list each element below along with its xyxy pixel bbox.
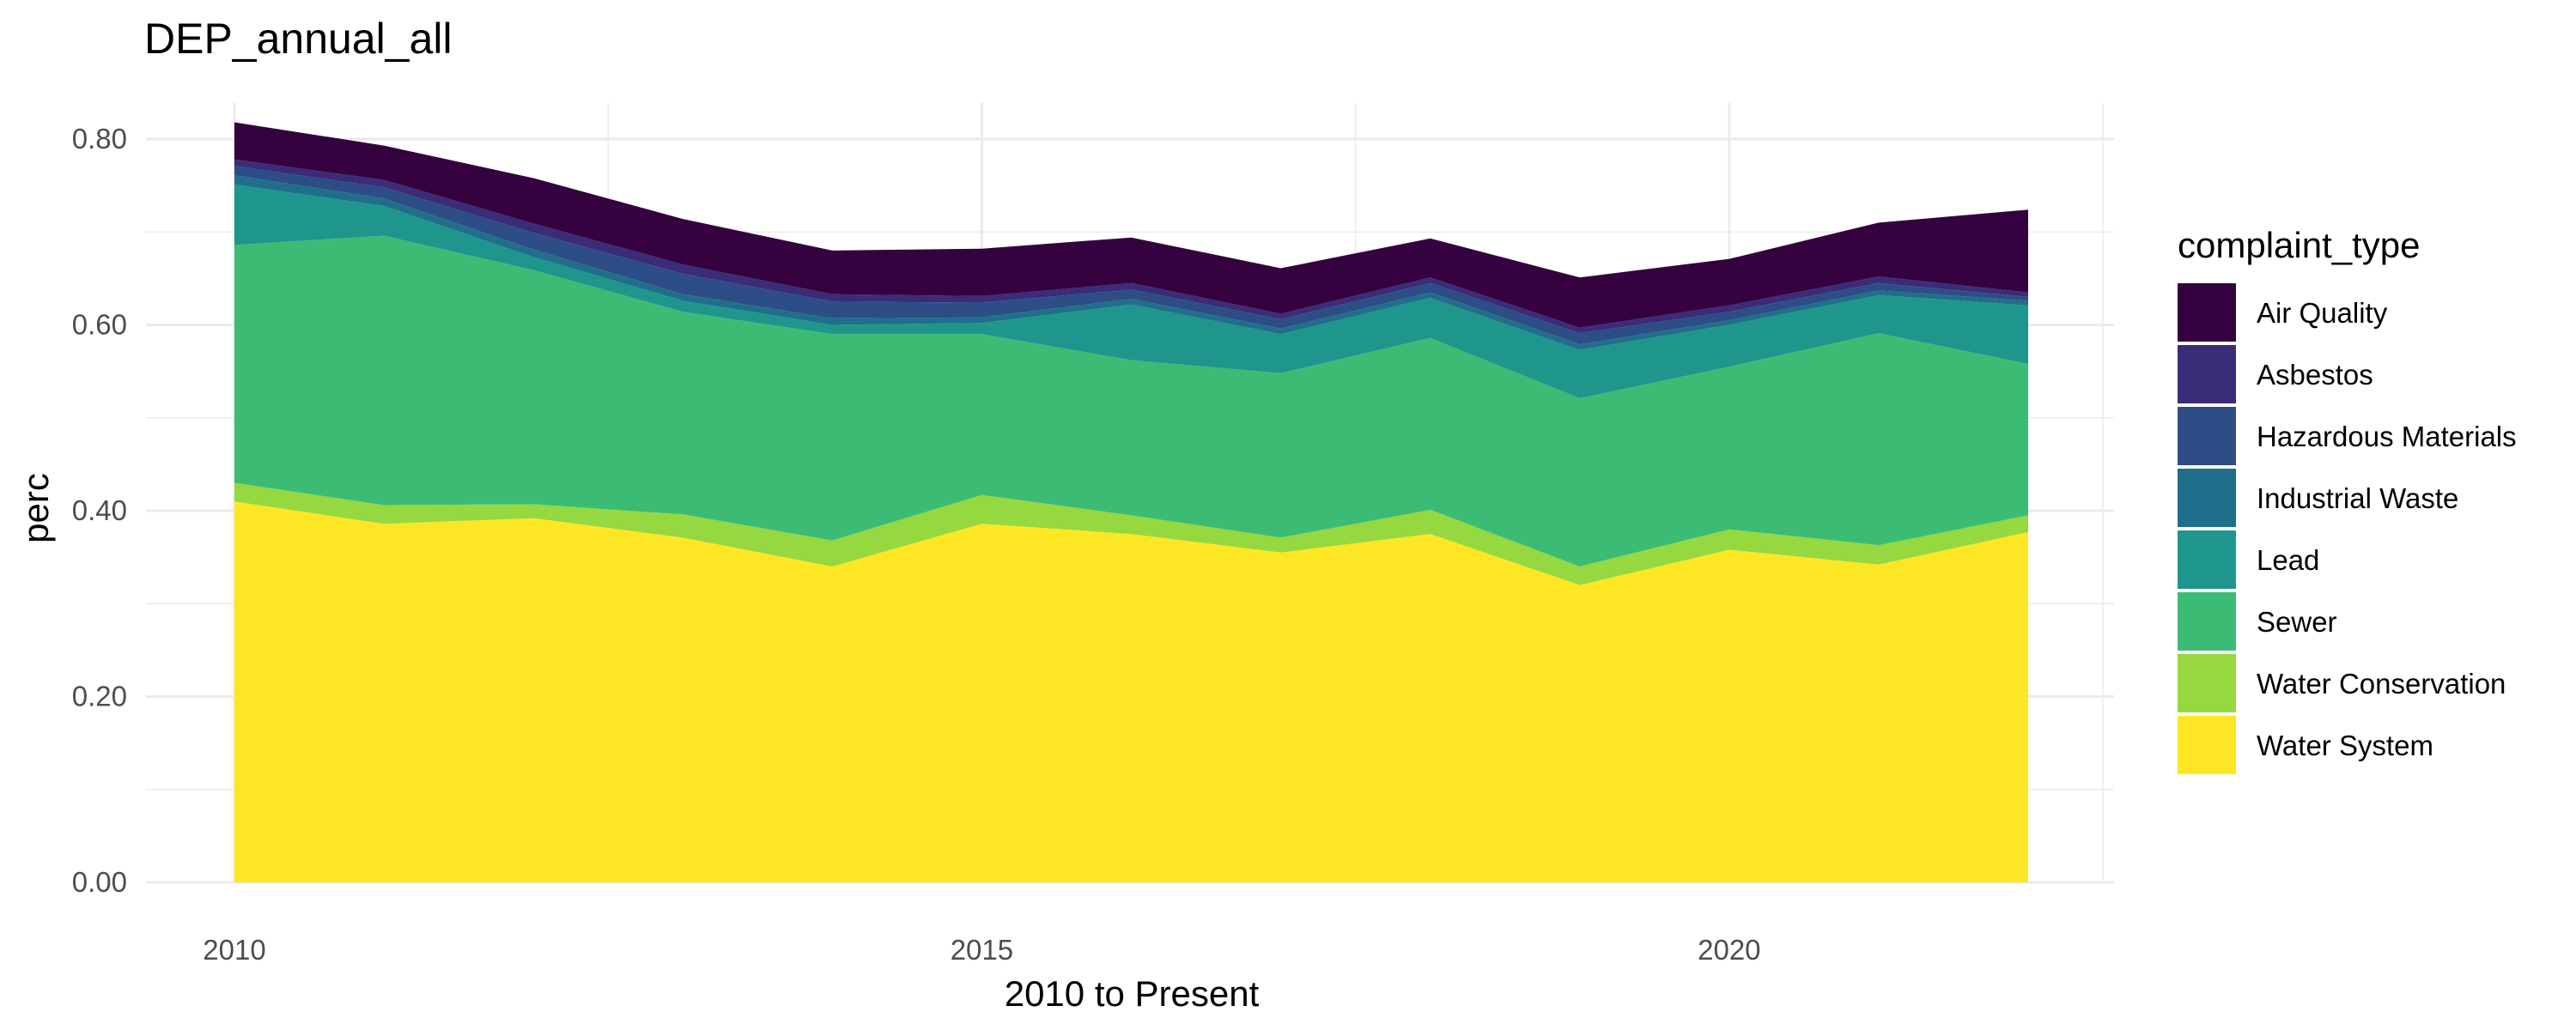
legend-title: complaint_type [2178,225,2421,265]
legend-key-sewer [2178,592,2236,651]
y-axis-ticks: 0.00 0.20 0.40 0.60 0.80 [72,123,127,898]
legend-label-industrial-waste: Industrial Waste [2257,482,2458,514]
chart-title: DEP_annual_all [144,15,453,63]
x-tick-label: 2020 [1698,934,1760,966]
y-tick-label: 0.80 [72,123,127,154]
legend-key-hazardous-materials [2178,407,2236,465]
x-tick-label: 2015 [951,934,1013,966]
area-air-quality [234,122,2028,328]
legend-key-water-conservation [2178,654,2236,712]
area-water-system [234,501,2028,882]
legend-label-asbestos: Asbestos [2257,359,2373,391]
legend-key-asbestos [2178,345,2236,403]
area-lead [234,185,2028,398]
legend-label-lead: Lead [2257,544,2319,576]
y-tick-label: 0.20 [72,681,127,712]
legend-label-air-quality: Air Quality [2257,297,2388,329]
legend-label-water-system: Water System [2257,730,2433,761]
legend-label-sewer: Sewer [2257,606,2337,638]
y-axis-title: perc [15,473,56,543]
legend-items: Air Quality Asbestos Hazardous Materials In… [2178,283,2517,774]
legend-key-lead [2178,530,2236,589]
y-tick-label: 0.00 [72,866,127,898]
area-hazardous-materials [234,166,2028,345]
area-series [234,122,2028,882]
legend-key-air-quality [2178,283,2236,342]
area-asbestos [234,159,2028,334]
legend-label-water-conservation: Water Conservation [2257,668,2506,700]
area-sewer [234,235,2028,566]
y-tick-label: 0.40 [72,494,127,526]
x-axis-title: 2010 to Present [1005,973,1260,1014]
legend: complaint_type Air Quality Asbestos Hazard… [2178,225,2517,774]
x-axis-ticks: 2010 2015 2020 [203,934,1760,966]
legend-key-water-system [2178,716,2236,774]
legend-key-industrial-waste [2178,469,2236,527]
y-tick-label: 0.60 [72,309,127,341]
area-water-conservation [234,482,2028,585]
x-tick-label: 2010 [203,934,265,966]
legend-label-hazardous-materials: Hazardous Materials [2257,421,2517,452]
